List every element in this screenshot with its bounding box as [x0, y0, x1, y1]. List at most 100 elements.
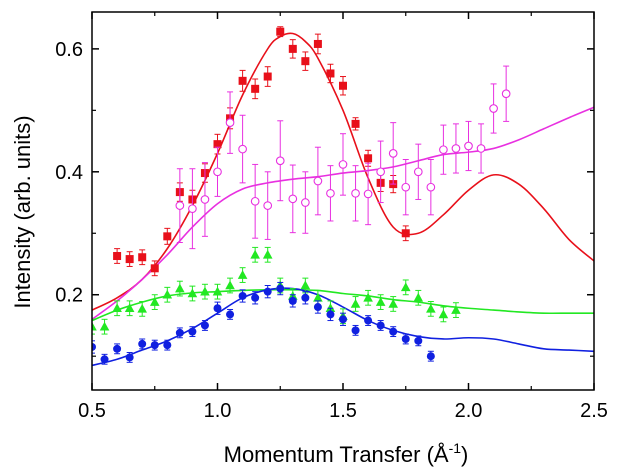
data-point-circle	[276, 284, 285, 293]
data-point-open-circle	[413, 167, 423, 177]
data-point-triangle	[212, 286, 223, 296]
data-point-circle	[138, 339, 147, 348]
data-point-circle	[313, 303, 322, 312]
data-point-triangle	[325, 303, 336, 313]
data-point-triangle	[99, 321, 110, 331]
data-point-triangle	[237, 270, 248, 279]
data-point-square	[276, 27, 285, 36]
data-point-triangle	[363, 292, 373, 302]
data-point-circle	[175, 328, 184, 337]
data-point-circle	[351, 326, 360, 335]
data-point-open-circle	[313, 176, 323, 186]
data-point-open-circle	[376, 167, 386, 177]
data-point-circle	[389, 327, 398, 336]
data-point-square	[263, 72, 272, 81]
data-point-circle	[414, 336, 423, 345]
data-point-circle	[251, 293, 260, 302]
data-point-square	[163, 232, 172, 241]
data-point-open-circle	[363, 189, 373, 199]
plot-content	[92, 26, 594, 367]
data-point-circle	[288, 296, 297, 305]
data-point-open-circle	[351, 188, 360, 198]
data-point-triangle	[300, 280, 311, 290]
fit-curve	[92, 288, 594, 322]
data-point-open-circle	[439, 145, 448, 155]
data-point-circle	[426, 352, 435, 361]
data-point-open-circle	[213, 167, 222, 177]
data-point-open-circle	[238, 144, 247, 154]
data-point-triangle	[375, 297, 386, 306]
data-point-circle	[226, 310, 235, 319]
data-point-square	[313, 39, 322, 48]
y-axis-label: Intensity (arb. units)	[10, 115, 35, 308]
data-point-circle	[238, 291, 247, 300]
data-point-square	[138, 253, 147, 262]
data-point-circle	[301, 293, 310, 302]
data-point-square	[150, 264, 159, 273]
data-point-open-circle	[250, 196, 260, 206]
data-point-square	[339, 81, 347, 90]
data-point-square	[326, 69, 335, 78]
data-point-circle	[150, 341, 159, 350]
data-point-square	[351, 119, 360, 128]
data-point-square	[364, 154, 373, 163]
data-point-triangle	[262, 249, 273, 259]
data-point-open-circle	[489, 104, 498, 113]
x-axis-label: Momentum Transfer (Å-1)	[224, 440, 469, 467]
data-point-open-circle	[225, 118, 235, 127]
x-axis-label-superscript: -1	[449, 440, 462, 456]
data-point-circle	[113, 344, 122, 353]
data-point-triangle	[250, 249, 260, 259]
data-point-circle	[326, 310, 335, 319]
data-point-open-circle	[476, 144, 486, 153]
x-tick-label: 2.0	[455, 400, 483, 422]
y-tick-label: 0.6	[55, 39, 83, 61]
data-point-square	[251, 84, 260, 93]
data-point-triangle	[149, 297, 160, 306]
data-point-triangle	[350, 298, 361, 308]
x-tick-label: 2.5	[580, 400, 608, 422]
data-point-open-circle	[501, 89, 511, 99]
data-point-triangle	[451, 305, 461, 314]
x-tick-label: 1.0	[204, 400, 232, 422]
data-point-triangle	[137, 303, 147, 313]
data-point-open-circle	[401, 182, 411, 192]
data-point-circle	[339, 315, 347, 324]
data-point-open-circle	[200, 195, 210, 204]
x-tick-label: 1.5	[329, 400, 357, 422]
data-point-circle	[125, 353, 134, 362]
data-point-circle	[100, 355, 109, 364]
data-point-square	[301, 57, 310, 66]
data-point-triangle	[92, 321, 97, 331]
data-point-square	[288, 44, 297, 53]
data-point-circle	[213, 304, 222, 313]
data-point-circle	[263, 287, 272, 296]
data-point-square	[125, 255, 134, 264]
y-tick-label: 0.4	[55, 162, 83, 184]
data-point-open-circle	[464, 141, 473, 151]
data-point-triangle	[124, 303, 135, 313]
data-point-open-circle	[275, 156, 285, 166]
data-point-triangle	[225, 280, 235, 290]
data-point-open-circle	[451, 144, 461, 153]
data-point-circle	[188, 327, 197, 336]
data-point-triangle	[162, 289, 173, 299]
fit-curve	[92, 32, 594, 311]
y-tick-label: 0.2	[55, 285, 83, 307]
data-point-triangle	[112, 303, 122, 313]
data-point-open-circle	[188, 204, 197, 214]
data-point-open-circle	[301, 198, 310, 207]
data-point-triangle	[175, 283, 185, 293]
data-point-open-circle	[288, 194, 298, 204]
data-point-circle	[200, 321, 209, 330]
data-point-triangle	[400, 282, 411, 292]
data-point-square	[113, 252, 122, 261]
data-point-square	[401, 229, 410, 238]
axis-ticks: 0.5 1.0 1.5 2.0 2.5 0.2 0.4 0.6	[55, 12, 608, 422]
data-point-square	[213, 140, 222, 149]
data-point-circle	[163, 341, 172, 350]
data-point-open-circle	[263, 201, 273, 210]
data-point-triangle	[313, 292, 323, 302]
data-point-circle	[364, 316, 373, 325]
